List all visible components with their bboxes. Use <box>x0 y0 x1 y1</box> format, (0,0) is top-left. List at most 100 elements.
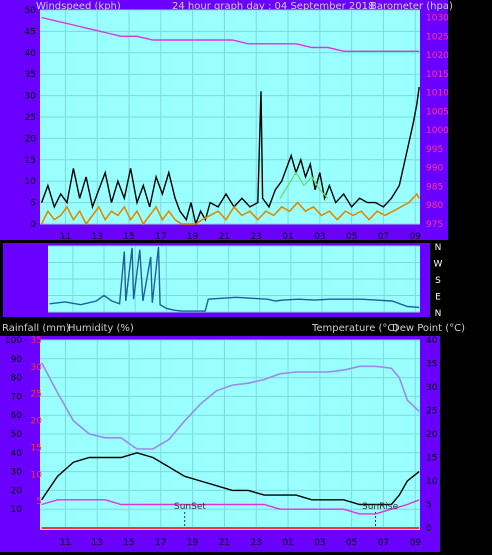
humidity-y-tick: 10 <box>11 505 23 515</box>
rain-y-tick: 20 <box>31 417 43 427</box>
dir-label: W <box>434 260 443 270</box>
wind-direction-line <box>49 246 420 312</box>
temp-x-tick: 13 <box>92 538 103 548</box>
temp-y-tick: 25 <box>426 407 437 417</box>
temp-x-tick: 03 <box>314 538 325 548</box>
humidity-y-tick: 50 <box>11 430 23 440</box>
humidity-y-tick: 30 <box>11 468 23 478</box>
humidity-y-tick: 20 <box>11 486 23 496</box>
humidity-label: Humidity (%) <box>68 323 134 334</box>
wind-series-baro <box>41 16 420 52</box>
rain-y-tick: 35 <box>31 336 42 346</box>
wind-x-tick: 01 <box>282 232 293 242</box>
chart-title: 24 hour graph day : 04 September 2018 <box>172 1 374 12</box>
wind-x-tick: 19 <box>187 232 199 242</box>
baro-y-tick: 995 <box>426 145 443 155</box>
axis-labels: 11 13 15 17 19 21 23 01 03 05 07 090510152025303540… <box>5 6 449 548</box>
temp-series-humidity <box>40 362 420 450</box>
rain-y-tick: 30 <box>31 363 43 373</box>
wind-x-tick: 23 <box>251 232 262 242</box>
sunrise-annotation: SunRise <box>362 502 399 512</box>
wind-y-tick: 35 <box>25 70 36 80</box>
temp-y-tick: 35 <box>426 360 437 370</box>
humidity-y-tick: 90 <box>11 355 23 365</box>
barometer-label: Barometer (hpa) <box>370 1 453 12</box>
temp-x-tick: 11 <box>60 538 71 548</box>
temp-y-tick: 0 <box>426 524 432 534</box>
humidity-y-tick: 70 <box>11 392 23 402</box>
baro-y-tick: 985 <box>426 182 443 192</box>
dir-label: E <box>435 293 441 303</box>
baro-y-tick: 1000 <box>426 126 449 136</box>
temp-y-tick: 5 <box>426 501 432 511</box>
baro-y-tick: 1005 <box>426 107 449 117</box>
temp-x-tick: 21 <box>219 538 230 548</box>
wind-y-tick: 0 <box>30 220 36 230</box>
temp-x-tick: 19 <box>187 538 199 548</box>
wind-x-tick: 13 <box>92 232 103 242</box>
baro-y-tick: 1015 <box>426 70 449 80</box>
temperature-label: Temperature (°C) <box>311 323 398 334</box>
temp-y-tick: 15 <box>426 454 437 464</box>
rain-y-tick: 5 <box>36 497 42 507</box>
wind-y-tick: 15 <box>25 156 36 166</box>
grid-lines <box>40 9 420 528</box>
wind-x-tick: 17 <box>155 232 166 242</box>
dir-label: N <box>435 243 442 253</box>
wind-x-tick: 03 <box>314 232 325 242</box>
temp-y-tick: 30 <box>426 383 438 393</box>
temp-x-tick: 01 <box>282 538 293 548</box>
humidity-y-tick: 60 <box>11 411 23 421</box>
wind-series-avg <box>40 192 420 226</box>
temp-x-tick: 07 <box>378 538 389 548</box>
dir-label: S <box>435 276 441 286</box>
temp-series-temp <box>41 452 420 506</box>
temp-x-tick: 05 <box>346 538 357 548</box>
wind-x-tick: 21 <box>219 232 230 242</box>
baro-y-tick: 1010 <box>426 89 449 99</box>
wind-y-tick: 50 <box>25 6 37 16</box>
humidity-y-tick: 40 <box>11 449 23 459</box>
temp-x-tick: 09 <box>410 538 422 548</box>
wind-x-tick: 05 <box>346 232 357 242</box>
wind-y-tick: 45 <box>25 27 36 37</box>
baro-y-tick: 1030 <box>426 14 449 24</box>
plot-temp <box>40 340 420 530</box>
baro-y-tick: 990 <box>426 164 443 174</box>
temp-x-tick: 23 <box>251 538 262 548</box>
temp-y-tick: 20 <box>426 430 438 440</box>
baro-y-tick: 980 <box>426 201 443 211</box>
wind-series-light <box>279 171 329 199</box>
temp-y-tick: 10 <box>426 477 438 487</box>
baro-y-tick: 975 <box>426 220 443 230</box>
dir-label: N <box>435 309 442 319</box>
rainfall-label: Rainfall (mm) <box>2 323 70 334</box>
rain-y-tick: 10 <box>31 470 43 480</box>
sunset-annotation: SunSet <box>174 502 206 512</box>
temp-y-tick: 40 <box>426 336 438 346</box>
temp-series-dewpoint <box>41 499 420 515</box>
wind-x-tick: 11 <box>60 232 71 242</box>
baro-y-tick: 1025 <box>426 32 449 42</box>
humidity-y-tick: 100 <box>5 336 22 346</box>
wind-x-tick: 07 <box>378 232 389 242</box>
wind-x-tick: 09 <box>410 232 422 242</box>
temp-x-tick: 15 <box>123 538 134 548</box>
wind-y-tick: 5 <box>30 199 36 209</box>
wind-y-tick: 30 <box>25 92 37 102</box>
humidity-y-tick: 80 <box>11 374 23 384</box>
baro-y-tick: 1020 <box>426 51 449 61</box>
wind-y-tick: 40 <box>25 49 37 59</box>
temp-x-tick: 17 <box>155 538 166 548</box>
rain-y-tick: 25 <box>31 390 42 400</box>
wind-y-tick: 25 <box>25 113 36 123</box>
dewpoint-label: Dew Point (°C) <box>392 323 465 334</box>
wind-y-tick: 10 <box>25 177 37 187</box>
series-lines <box>40 16 420 529</box>
wind-x-tick: 15 <box>123 232 134 242</box>
rain-y-tick: 15 <box>31 443 42 453</box>
windspeed-label: Windspeed (kph) <box>36 1 121 12</box>
wind-y-tick: 20 <box>25 134 37 144</box>
wind-series-gust <box>40 86 420 227</box>
